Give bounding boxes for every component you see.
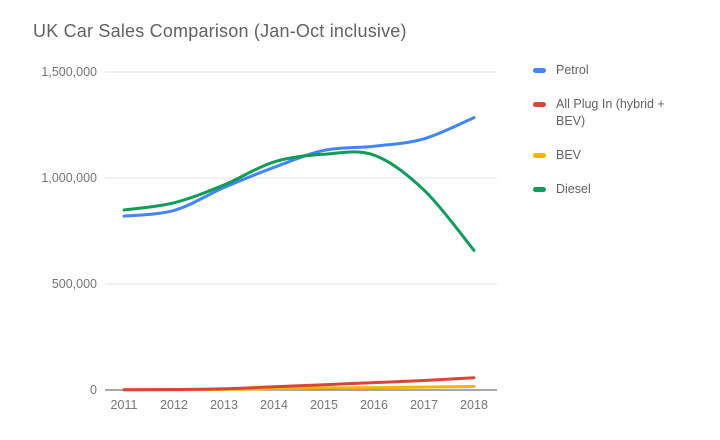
- chart-title: UK Car Sales Comparison (Jan-Oct inclusi…: [33, 21, 407, 41]
- x-axis-label: 2016: [360, 398, 388, 412]
- legend-swatch-icon: [533, 102, 546, 107]
- x-axis-label: 2013: [210, 398, 238, 412]
- legend-item: Diesel: [533, 181, 703, 198]
- y-axis-label: 0: [90, 383, 97, 397]
- legend-label: All Plug In (hybrid + BEV): [556, 97, 665, 128]
- legend-swatch-icon: [533, 187, 546, 192]
- legend-item: BEV: [533, 147, 703, 164]
- legend-label: BEV: [556, 148, 582, 162]
- x-axis-label: 2012: [160, 398, 188, 412]
- x-axis-label: 2011: [111, 398, 138, 412]
- legend-item: All Plug In (hybrid + BEV): [533, 96, 703, 130]
- legend-swatch-icon: [533, 68, 546, 73]
- series-line-all-plug-in-hybrid-bev: [122, 376, 476, 392]
- legend-label: Diesel: [556, 182, 591, 196]
- x-axis-label: 2014: [260, 398, 288, 412]
- y-axis-label: 1,500,000: [41, 65, 97, 79]
- legend-item: Petrol: [533, 62, 703, 79]
- y-axis-label: 500,000: [52, 277, 97, 291]
- series-line-diesel: [122, 150, 476, 252]
- x-axis-label: 2017: [410, 398, 438, 412]
- x-axis-label: 2015: [310, 398, 338, 412]
- legend-swatch-icon: [533, 153, 546, 158]
- legend: Petrol All Plug In (hybrid + BEV) BEV Diese…: [533, 62, 703, 198]
- x-axis-label: 2018: [460, 398, 488, 412]
- y-axis-label: 1,000,000: [41, 171, 97, 185]
- legend-label: Petrol: [556, 63, 589, 77]
